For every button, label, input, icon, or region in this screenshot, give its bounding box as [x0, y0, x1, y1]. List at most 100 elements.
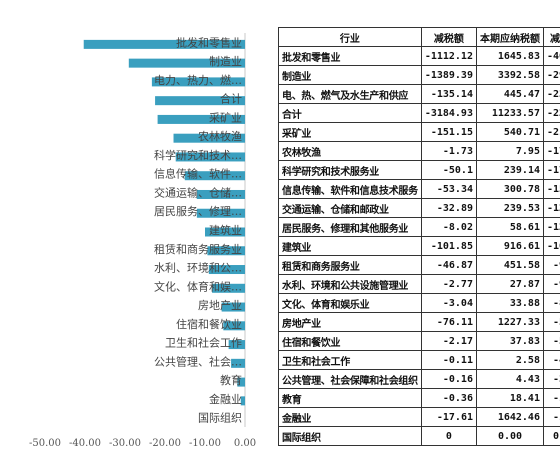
bar-chart: 批发和零售业 制造业 电力、热力、燃… 合计 采矿业 农林牧渔 科学研究和技术… 信息传输、软…	[0, 0, 272, 463]
cell-reduction-rate: -40.32	[542, 46, 560, 66]
category-label: 建筑业	[209, 223, 242, 237]
cell-tax-reduction: -3.04	[420, 293, 477, 313]
cell-reduction-rate: -17.87	[542, 141, 560, 161]
cell-industry: 教育	[278, 388, 422, 408]
cell-reduction-rate: -10.00	[542, 236, 560, 256]
bar	[228, 340, 245, 350]
cell-tax-reduction: -50.1	[420, 160, 477, 180]
cell-industry: 建筑业	[278, 236, 422, 256]
x-tick-label: -10.00	[189, 438, 221, 449]
cell-tax-payable: 27.87	[475, 274, 544, 294]
bar	[240, 396, 245, 406]
header-tax-payable: 本期应纳税额	[475, 27, 544, 47]
cell-tax-payable: 4.43	[475, 369, 544, 389]
bar	[231, 358, 245, 368]
cell-reduction-rate: -5.84	[542, 312, 560, 332]
header-reduction-rate: 减税率	[542, 27, 560, 47]
bar	[173, 133, 245, 143]
cell-tax-reduction: -8.02	[420, 217, 477, 237]
category-label: 制造业	[209, 54, 242, 68]
cell-tax-reduction: -46.87	[420, 255, 477, 275]
cell-industry: 制造业	[278, 65, 422, 85]
cell-reduction-rate: -12.07	[542, 198, 560, 218]
cell-industry: 交通运输、仓储和邮政业	[278, 198, 422, 218]
x-tick-label: -20.00	[149, 438, 181, 449]
cell-tax-payable: 18.41	[475, 388, 544, 408]
cell-tax-payable: 2.58	[475, 350, 544, 370]
cell-industry: 租赁和商务服务业	[278, 255, 422, 275]
category-label: 合计	[220, 92, 242, 106]
cell-tax-payable: 1645.83	[475, 46, 544, 66]
data-table: 行业 减税额 本期应纳税额 减税率 批发和零售业-1112.121645.83-…	[278, 27, 560, 446]
table-row: 卫生和社会工作-0.112.58-4.09	[278, 350, 560, 370]
cell-reduction-rate: -15.06	[542, 179, 560, 199]
category-label: 国际组织	[198, 411, 242, 425]
cell-tax-reduction: -101.85	[420, 236, 477, 256]
category-label: 水利、环境和公…	[154, 261, 242, 275]
cell-reduction-rate: -1.92	[542, 388, 560, 408]
cell-reduction-rate: -9.40	[542, 255, 560, 275]
cell-industry: 水利、环境和公共设施管理业	[278, 274, 422, 294]
cell-reduction-rate: -21.85	[542, 122, 560, 142]
category-label: 信息传输、软件…	[154, 167, 242, 181]
category-label: 住宿和餐饮业	[176, 317, 242, 331]
bar	[237, 377, 245, 387]
x-tick-label: 0.00	[234, 438, 256, 449]
cell-reduction-rate: -23.28	[542, 84, 560, 104]
bar	[223, 321, 245, 331]
cell-tax-reduction: -17.61	[420, 407, 477, 427]
cell-tax-payable: 916.61	[475, 236, 544, 256]
cell-tax-payable: 540.71	[475, 122, 544, 142]
cell-tax-reduction: -0.11	[420, 350, 477, 370]
cell-tax-reduction: -151.15	[420, 122, 477, 142]
cell-industry: 文化、体育和娱乐业	[278, 293, 422, 313]
cell-reduction-rate: 0.00	[542, 426, 560, 446]
cell-tax-payable: 300.78	[475, 179, 544, 199]
cell-reduction-rate: -5.42	[542, 331, 560, 351]
table-body: 批发和零售业-1112.121645.83-40.32制造业-1389.3933…	[278, 46, 560, 446]
category-label: 教育	[220, 373, 242, 387]
category-label: 金融业	[209, 392, 242, 406]
cell-tax-reduction: -3184.93	[420, 103, 477, 123]
cell-tax-reduction: -1.73	[420, 141, 477, 161]
x-tick-label: -40.00	[69, 438, 101, 449]
category-label: 居民服务、修理…	[154, 204, 242, 218]
cell-tax-payable: 58.61	[475, 217, 544, 237]
cell-tax-reduction: -76.11	[420, 312, 477, 332]
cell-industry: 居民服务、修理和其他服务业	[278, 217, 422, 237]
cell-industry: 电、热、燃气及水生产和供应	[278, 84, 422, 104]
cell-reduction-rate: -12.04	[542, 217, 560, 237]
category-label: 采矿业	[209, 111, 242, 124]
cell-tax-reduction: -135.14	[420, 84, 477, 104]
cell-tax-payable: 239.53	[475, 198, 544, 218]
bar	[196, 208, 245, 218]
bar	[208, 265, 245, 275]
cell-reduction-rate: -17.32	[542, 160, 560, 180]
cell-tax-reduction: -1112.12	[420, 46, 477, 66]
bar	[128, 58, 245, 68]
cell-industry: 合计	[278, 103, 422, 123]
cell-industry: 采矿业	[278, 122, 422, 142]
bar	[175, 152, 245, 162]
table-header-row: 行业 减税额 本期应纳税额 减税率	[278, 27, 560, 47]
bar	[184, 171, 245, 181]
cell-tax-reduction: -53.34	[420, 179, 477, 199]
category-label: 科学研究和技术…	[154, 148, 242, 162]
cell-industry: 金融业	[278, 407, 422, 427]
x-tick-label: -30.00	[109, 438, 141, 449]
cell-tax-payable: 1227.33	[475, 312, 544, 332]
cell-reduction-rate: -3.48	[542, 369, 560, 389]
table-row: 公共管理、社会保障和社会组织-0.164.43-3.48	[278, 369, 560, 389]
bar	[205, 227, 245, 237]
